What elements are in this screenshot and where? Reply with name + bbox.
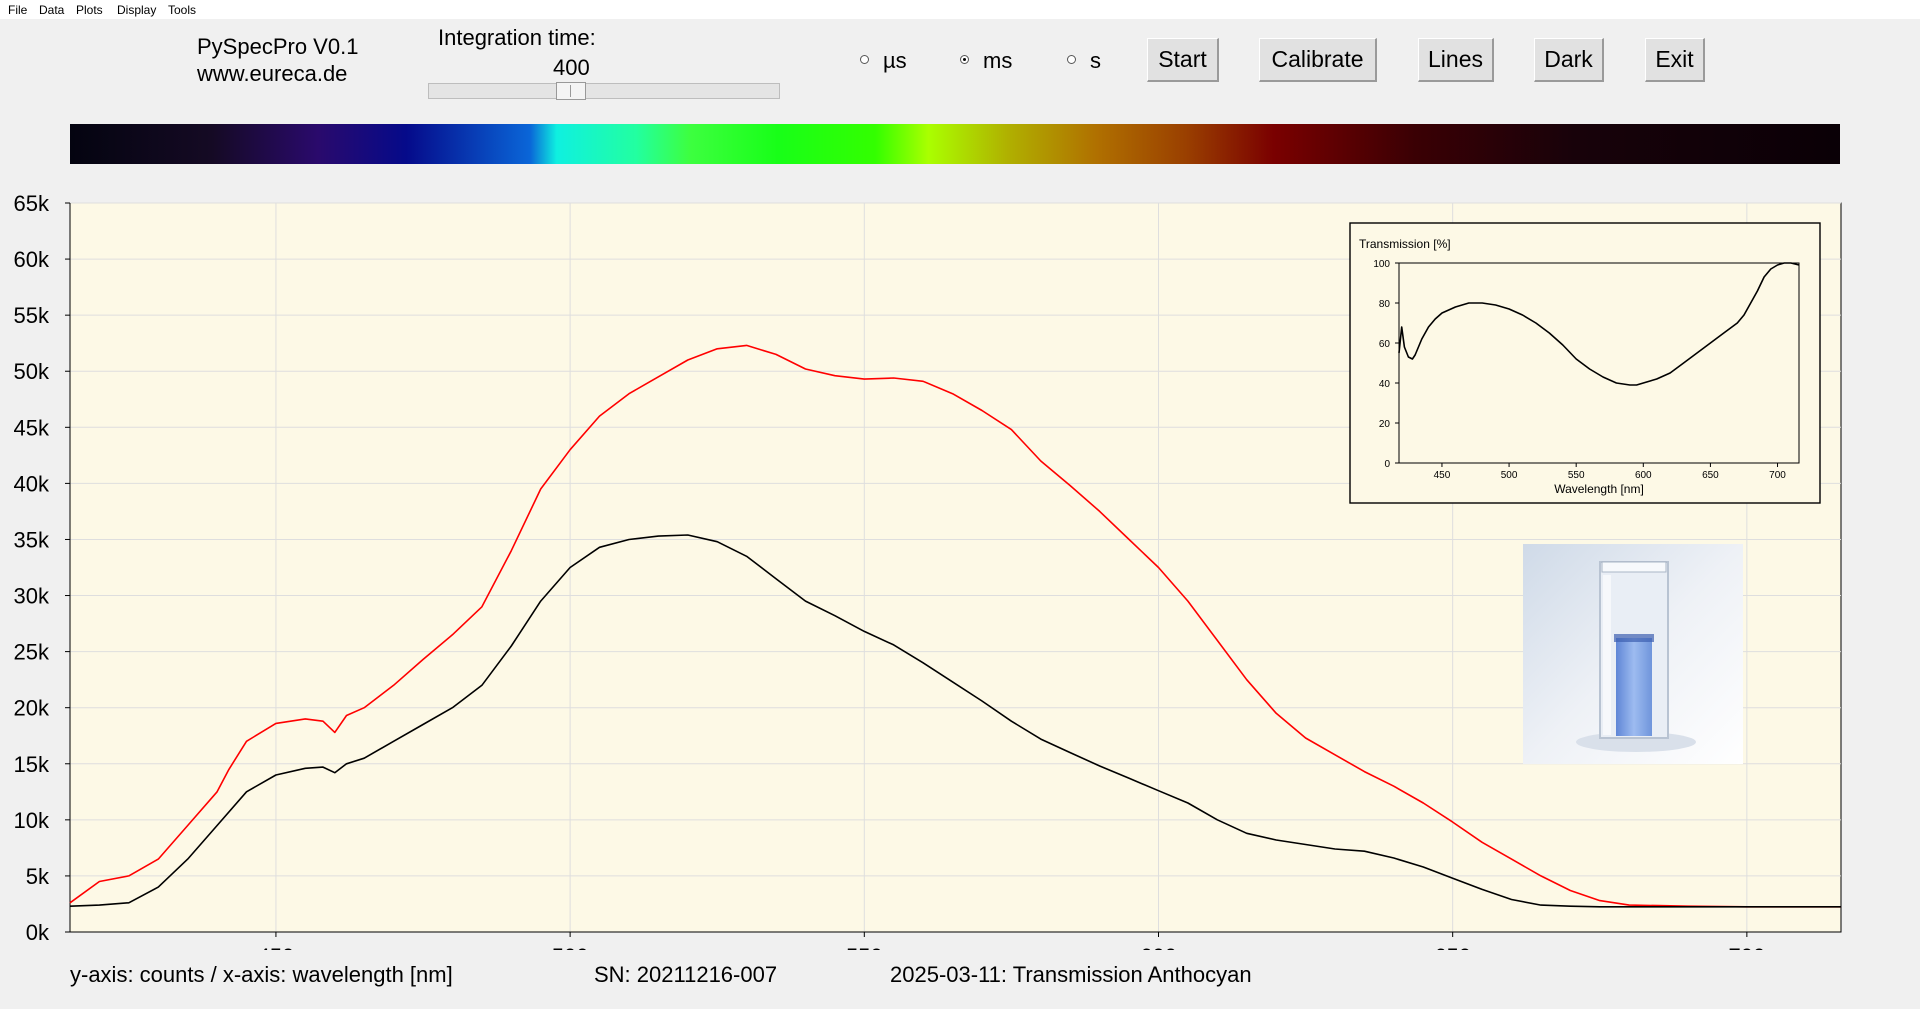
- y-tick-label: 20k: [14, 696, 50, 721]
- measurement-note: 2025-03-11: Transmission Anthocyan: [890, 962, 1252, 987]
- y-tick-label: 65k: [14, 191, 50, 216]
- inset-y-tick-label: 100: [1373, 259, 1390, 270]
- serial-number: SN: 20211216-007: [594, 962, 778, 987]
- inset-x-tick-label: 650: [1702, 470, 1719, 481]
- inset-y-tick-label: 20: [1379, 419, 1391, 430]
- menu-bar: File Data Plots Display Tools: [0, 0, 1920, 19]
- inset-y-tick-label: 80: [1379, 299, 1391, 310]
- integration-time-label: Integration time:: [438, 25, 596, 50]
- unit-label-s: s: [1090, 48, 1101, 73]
- exit-button[interactable]: Exit: [1645, 38, 1705, 82]
- menu-display[interactable]: Display: [117, 3, 157, 17]
- unit-label-ms: ms: [983, 48, 1013, 73]
- menu-data[interactable]: Data: [39, 3, 65, 17]
- inset-x-tick-label: 600: [1635, 470, 1652, 481]
- x-tick-label: 450: [258, 944, 295, 950]
- axes-description: y-axis: counts / x-axis: wavelength [nm]: [70, 962, 453, 987]
- y-tick-label: 25k: [14, 640, 50, 665]
- y-tick-label: 50k: [14, 359, 50, 384]
- spectrum-chart: 0k 5k 10k 15k 20k 25k 30k 35k 40k 45k 50k 55k 60k 65k…: [14, 191, 1842, 950]
- radio-dot-icon: [860, 55, 869, 64]
- inset-x-tick-label: 550: [1568, 470, 1585, 481]
- y-tick-label: 0k: [26, 920, 50, 945]
- radio-dot-selected-icon: [960, 55, 969, 64]
- x-tick-label: 700: [1729, 944, 1766, 950]
- series-line-black: [69, 534, 1841, 908]
- x-tick-label: 600: [1140, 944, 1177, 950]
- y-tick-label: 55k: [14, 303, 50, 328]
- menu-tools[interactable]: Tools: [168, 3, 197, 17]
- inset-title: Transmission [%]: [1359, 237, 1451, 251]
- integration-time-slider-handle[interactable]: [556, 82, 586, 100]
- menu-file[interactable]: File: [8, 3, 28, 17]
- y-tick-label: 60k: [14, 247, 50, 272]
- x-tick-label: 500: [552, 944, 589, 950]
- y-tick-label: 40k: [14, 471, 50, 496]
- inset-series-line: [1398, 262, 1800, 386]
- unit-label-us: µs: [883, 48, 907, 73]
- inset-frame: [1349, 222, 1821, 504]
- y-tick-label: 45k: [14, 415, 50, 440]
- series-lines: [69, 344, 1841, 908]
- lines-button[interactable]: Lines: [1418, 38, 1494, 82]
- calibrate-button[interactable]: Calibrate: [1259, 38, 1377, 82]
- menu-plots[interactable]: Plots: [76, 3, 103, 17]
- start-button[interactable]: Start: [1147, 38, 1219, 82]
- radio-dot-icon: [1067, 55, 1076, 64]
- inset-x-axis-label: Wavelength [nm]: [1554, 482, 1644, 496]
- spectrum-color-bar: [70, 124, 1840, 164]
- inset-x-tick-label: 700: [1769, 470, 1786, 481]
- integration-time-value: 400: [553, 55, 590, 80]
- y-tick-label: 5k: [26, 864, 50, 889]
- y-tick-label: 35k: [14, 527, 50, 552]
- x-tick-label: 650: [1434, 944, 1471, 950]
- inset-y-tick-label: 60: [1379, 339, 1391, 350]
- cuvette-photo: [1523, 544, 1743, 764]
- dark-button[interactable]: Dark: [1534, 38, 1604, 82]
- inset-plot-box: [1398, 262, 1800, 464]
- transmission-inset: Transmission [%] 0 20 40 60 80 100 450 500 550 600…: [1349, 222, 1821, 504]
- series-line-red: [69, 344, 1841, 908]
- x-tick-label: 550: [846, 944, 883, 950]
- inset-y-tick-label: 40: [1379, 379, 1391, 390]
- y-tick-label: 15k: [14, 752, 50, 777]
- inset-y-tick-label: 0: [1384, 459, 1390, 470]
- app-name: PySpecPro V0.1: [197, 34, 359, 59]
- y-tick-label: 10k: [14, 808, 50, 833]
- inset-x-tick-label: 500: [1501, 470, 1518, 481]
- y-tick-label: 30k: [14, 584, 50, 609]
- inset-x-tick-label: 450: [1434, 470, 1451, 481]
- app-website: www.eureca.de: [197, 61, 348, 86]
- y-axis: 0k 5k 10k 15k 20k 25k 30k 35k 40k 45k 50k 55k 60k 65k: [14, 191, 71, 945]
- integration-time-slider-track[interactable]: [428, 83, 780, 99]
- x-axis: 450 500 550 600 650 700: [70, 931, 1841, 950]
